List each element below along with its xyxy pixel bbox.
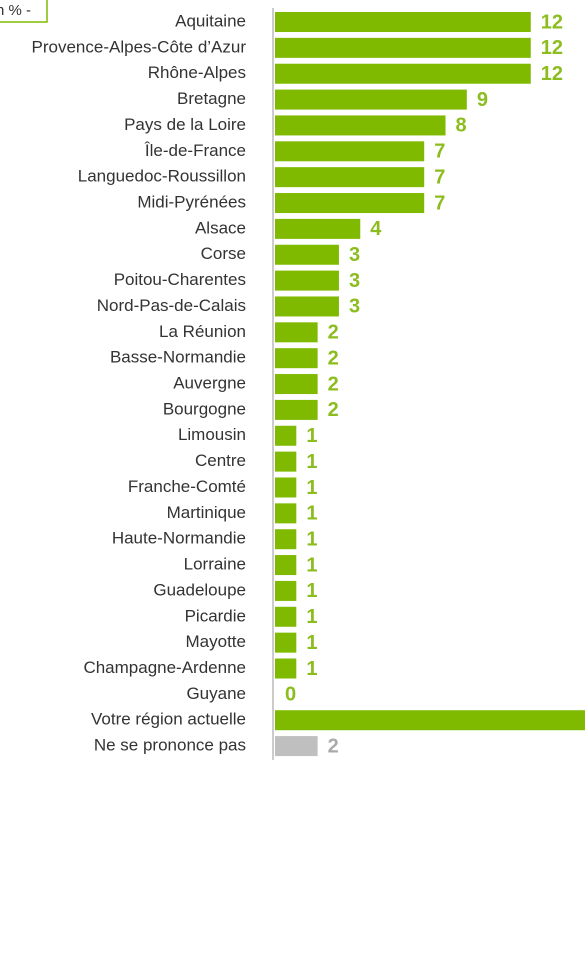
bar xyxy=(275,555,297,576)
annotation: n % - xyxy=(0,2,31,19)
category-label: Ne se prononce pas xyxy=(94,736,246,755)
bar xyxy=(275,503,297,524)
value-label: 2 xyxy=(328,373,339,395)
bar xyxy=(275,63,531,84)
bar xyxy=(275,296,339,317)
bar xyxy=(275,322,318,343)
bar xyxy=(275,580,297,601)
value-label: 1 xyxy=(306,451,317,473)
category-label: Haute-Normandie xyxy=(112,529,246,548)
bar xyxy=(275,451,297,472)
value-label: 8 xyxy=(456,115,467,137)
value-label: 12 xyxy=(541,37,563,59)
value-label: 4 xyxy=(370,218,382,240)
category-label: Poitou-Charentes xyxy=(114,270,246,289)
category-label: Midi-Pyrénées xyxy=(137,193,246,212)
category-label: Auvergne xyxy=(173,374,246,393)
category-label: Martinique xyxy=(167,503,246,522)
bar xyxy=(275,710,585,731)
category-label: Mayotte xyxy=(186,632,246,651)
category-label: Alsace xyxy=(195,218,246,237)
value-label: 1 xyxy=(306,554,317,576)
bar xyxy=(275,477,297,498)
category-label: Lorraine xyxy=(184,555,246,574)
category-label: Limousin xyxy=(178,425,246,444)
category-label: Votre région actuelle xyxy=(91,710,246,729)
bar xyxy=(275,399,318,420)
category-label: Île-de-France xyxy=(144,141,246,160)
value-label: 7 xyxy=(434,192,445,214)
bar xyxy=(275,632,297,653)
bar xyxy=(275,141,425,162)
category-label: Rhône-Alpes xyxy=(148,63,246,82)
value-label: 3 xyxy=(349,270,360,292)
value-label: 3 xyxy=(349,296,360,318)
value-label: 12 xyxy=(541,11,563,33)
value-label: 1 xyxy=(306,606,317,628)
value-label: 1 xyxy=(306,503,317,525)
value-label: 2 xyxy=(328,347,339,369)
category-label: Nord-Pas-de-Calais xyxy=(97,296,246,315)
value-label: 9 xyxy=(477,89,488,111)
category-label: Basse-Normandie xyxy=(110,348,246,367)
category-label: Provence-Alpes-Côte d’Azur xyxy=(32,37,247,56)
value-label: 7 xyxy=(434,141,445,163)
annotation-box xyxy=(0,0,48,23)
bar xyxy=(275,89,467,110)
value-label: 2 xyxy=(328,322,339,344)
value-label: 2 xyxy=(328,735,339,757)
category-label: Centre xyxy=(195,451,246,470)
category-label: La Réunion xyxy=(159,322,246,341)
category-label: Guyane xyxy=(186,684,246,703)
value-label: 7 xyxy=(434,166,445,188)
category-label: Languedoc-Roussillon xyxy=(78,167,246,186)
bar xyxy=(275,425,297,446)
bar xyxy=(275,736,318,757)
value-label: 12 xyxy=(541,63,563,85)
bar xyxy=(275,12,531,32)
bar xyxy=(275,193,425,214)
bar xyxy=(275,115,446,136)
category-label: Aquitaine xyxy=(175,11,246,30)
bar xyxy=(275,244,339,265)
category-label: Bretagne xyxy=(177,89,246,108)
value-label: 1 xyxy=(306,580,317,602)
bar xyxy=(275,167,425,188)
bar xyxy=(275,218,361,239)
bar xyxy=(275,374,318,395)
value-label: 2 xyxy=(328,399,339,421)
value-label: 1 xyxy=(306,632,317,654)
bar xyxy=(275,529,297,550)
bar xyxy=(275,270,339,291)
bar xyxy=(275,348,318,369)
bar xyxy=(275,37,531,58)
value-label: 1 xyxy=(306,477,317,499)
value-label: 1 xyxy=(306,528,317,550)
category-label: Pays de la Loire xyxy=(124,115,246,134)
value-label: 0 xyxy=(285,684,296,706)
category-label: Picardie xyxy=(185,606,246,625)
category-label: Champagne-Ardenne xyxy=(83,658,246,677)
value-label: 1 xyxy=(306,658,317,680)
category-label: Corse xyxy=(201,244,246,263)
category-label: Guadeloupe xyxy=(153,580,246,599)
bar xyxy=(275,606,297,627)
bar xyxy=(275,658,297,679)
category-label: Bourgogne xyxy=(163,399,246,418)
value-label: 3 xyxy=(349,244,360,266)
value-label: 1 xyxy=(306,425,317,447)
category-label: Franche-Comté xyxy=(128,477,246,496)
